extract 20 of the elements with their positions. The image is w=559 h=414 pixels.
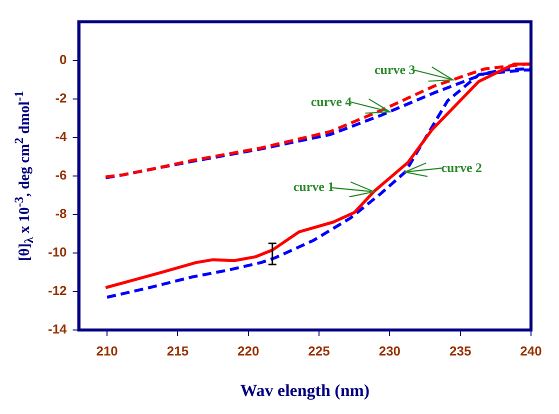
y-tick-label: -6: [55, 167, 67, 182]
x-tick-label: 240: [520, 343, 542, 358]
x-tick-label: 215: [166, 343, 189, 358]
y-tick-label: -14: [48, 322, 68, 337]
x-tick-label: 220: [238, 343, 260, 358]
series-label: curve 2: [439, 160, 484, 176]
y-tick-label: -8: [55, 206, 67, 222]
y-tick-label: -4: [55, 128, 68, 144]
x-axis-title: Wav elength (nm): [240, 381, 370, 400]
series-label: curve 1: [291, 179, 336, 196]
series-label: curve 3: [372, 62, 418, 78]
y-tick-label: -12: [48, 283, 67, 298]
x-tick-label: 225: [308, 343, 330, 358]
x-tick-label: 230: [378, 343, 401, 358]
y-tick-label: 0: [60, 52, 67, 67]
x-tick-label: 210: [96, 343, 118, 358]
series-label: curve 4: [308, 94, 354, 110]
y-tick-label: -10: [48, 244, 67, 260]
y-tick-label: -2: [55, 90, 67, 106]
x-tick-label: 235: [449, 343, 472, 358]
